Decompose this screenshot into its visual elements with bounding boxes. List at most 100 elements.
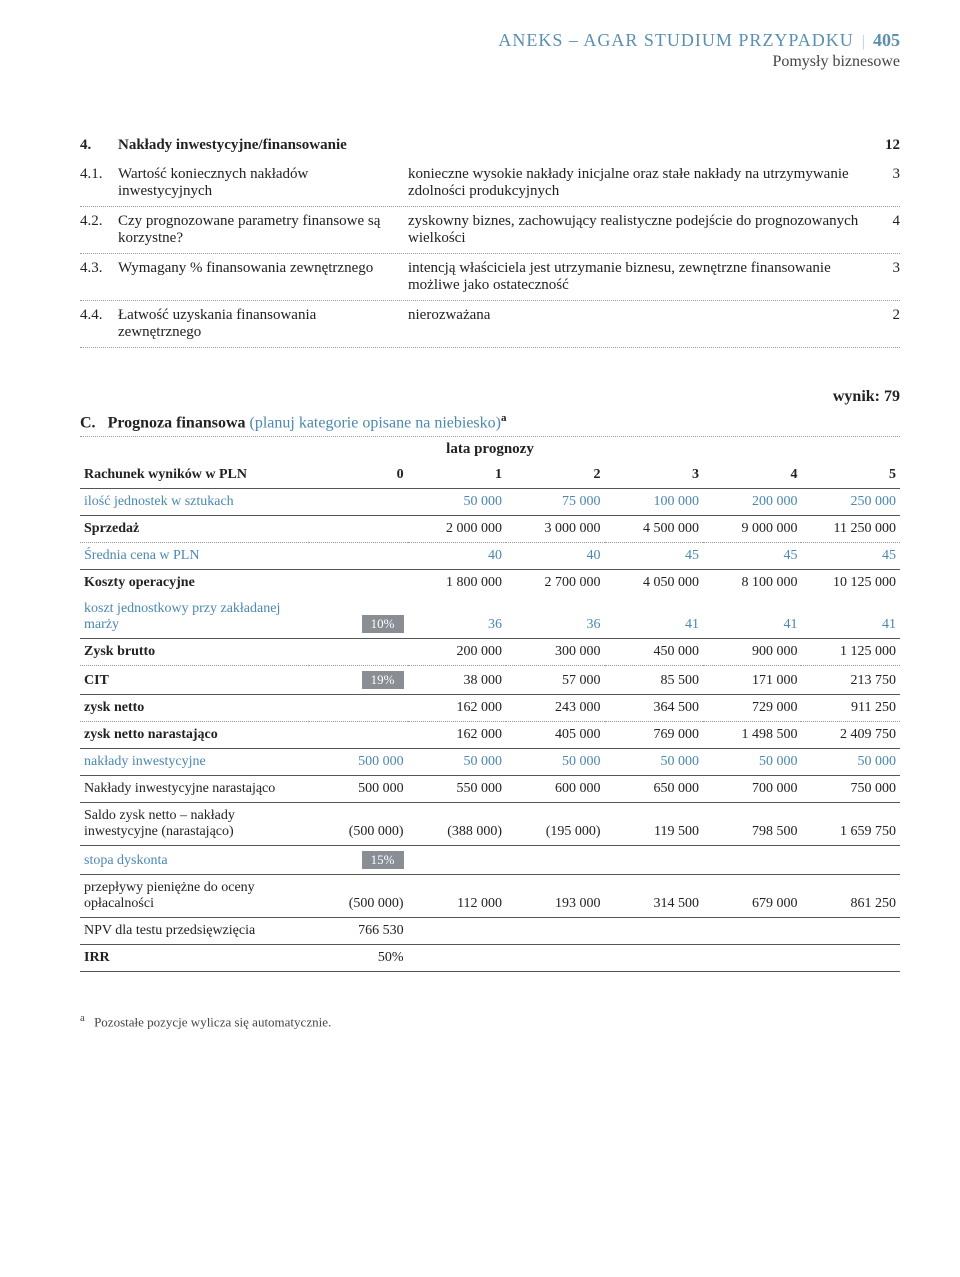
cell-1: 40 xyxy=(408,543,506,570)
cell-4 xyxy=(703,846,801,875)
row-label: stopa dyskonta xyxy=(80,846,309,875)
cell-3: 364 500 xyxy=(605,695,703,722)
cell-2 xyxy=(506,918,604,945)
cell-4: 900 000 xyxy=(703,639,801,666)
cell-5: 11 250 000 xyxy=(801,516,900,543)
section-c-prefix: C. xyxy=(80,414,96,431)
cell-3: 314 500 xyxy=(605,875,703,918)
section-4-row: 4.2.Czy prognozowane parametry finansowe… xyxy=(80,207,900,254)
cell-3: 119 500 xyxy=(605,803,703,846)
header-subtitle: Pomysły biznesowe xyxy=(80,53,900,71)
cell-3: 41 xyxy=(605,596,703,639)
row-label: NPV dla testu przedsięwzięcia xyxy=(80,918,309,945)
header-col-1: 1 xyxy=(408,462,506,489)
table-row: Zysk brutto200 000300 000450 000900 0001… xyxy=(80,639,900,666)
row-label: zysk netto narastająco xyxy=(80,722,309,749)
cell-0 xyxy=(309,639,407,666)
table-row: ilość jednostek w sztukach50 00075 00010… xyxy=(80,489,900,516)
row-label: nakłady inwestycyjne xyxy=(80,749,309,776)
row-left: Wymagany % finansowania zewnętrznego xyxy=(118,260,408,277)
row-label: Średnia cena w PLN xyxy=(80,543,309,570)
cell-5: 911 250 xyxy=(801,695,900,722)
table-header-row: Rachunek wyników w PLN 0 1 2 3 4 5 xyxy=(80,462,900,489)
section-4-row: 4.3.Wymagany % finansowania zewnętrznego… xyxy=(80,254,900,301)
result-label: wynik: 79 xyxy=(80,388,900,406)
cell-2: 75 000 xyxy=(506,489,604,516)
header-col-4: 4 xyxy=(703,462,801,489)
row-label: Saldo zysk netto – nakłady inwestycyjne … xyxy=(80,803,309,846)
cell-2: 3 000 000 xyxy=(506,516,604,543)
cell-2: 600 000 xyxy=(506,776,604,803)
row-mid: intencją właściciela jest utrzymanie biz… xyxy=(408,260,870,294)
section-c-title: C. Prognoza finansowa (planuj kategorie … xyxy=(80,412,900,437)
row-left: Łatwość uzyskania finansowania zewnętrzn… xyxy=(118,307,408,341)
cell-0: (500 000) xyxy=(309,875,407,918)
section-4: 4. Nakłady inwestycyjne/finansowanie 12 … xyxy=(80,131,900,348)
row-label: przepływy pieniężne do oceny opłacalnośc… xyxy=(80,875,309,918)
section-4-heading: 4. Nakłady inwestycyjne/finansowanie 12 xyxy=(80,131,900,160)
cell-2: 36 xyxy=(506,596,604,639)
table-row: stopa dyskonta15% xyxy=(80,846,900,875)
header-label: Rachunek wyników w PLN xyxy=(80,462,309,489)
cell-1: 112 000 xyxy=(408,875,506,918)
cell-1: 50 000 xyxy=(408,489,506,516)
section-c-blue: (planuj kategorie opisane na niebiesko) xyxy=(250,414,501,431)
cell-1: 36 xyxy=(408,596,506,639)
cell-5 xyxy=(801,918,900,945)
cell-3: 50 000 xyxy=(605,749,703,776)
row-num: 4.3. xyxy=(80,260,118,277)
cell-4: 41 xyxy=(703,596,801,639)
cell-4 xyxy=(703,918,801,945)
cell-1 xyxy=(408,945,506,972)
cell-4: 729 000 xyxy=(703,695,801,722)
section-4-num: 4. xyxy=(80,137,118,154)
row-score: 3 xyxy=(870,166,900,183)
cell-5: 861 250 xyxy=(801,875,900,918)
years-label: lata prognozy xyxy=(80,437,900,462)
table-row: Saldo zysk netto – nakłady inwestycyjne … xyxy=(80,803,900,846)
cell-3 xyxy=(605,918,703,945)
cell-5: 1 125 000 xyxy=(801,639,900,666)
cell-3: 85 500 xyxy=(605,666,703,695)
header-col-3: 3 xyxy=(605,462,703,489)
percent-badge: 10% xyxy=(362,615,404,633)
cell-5: 41 xyxy=(801,596,900,639)
cell-4: 798 500 xyxy=(703,803,801,846)
cell-5: 2 409 750 xyxy=(801,722,900,749)
cell-0: 766 530 xyxy=(309,918,407,945)
row-left: Czy prognozowane parametry finansowe są … xyxy=(118,213,408,247)
cell-3: 4 500 000 xyxy=(605,516,703,543)
cell-1: (388 000) xyxy=(408,803,506,846)
cell-3: 100 000 xyxy=(605,489,703,516)
table-row: nakłady inwestycyjne500 00050 00050 0005… xyxy=(80,749,900,776)
table-row: NPV dla testu przedsięwzięcia766 530 xyxy=(80,918,900,945)
cell-0 xyxy=(309,695,407,722)
table-row: Koszty operacyjne1 800 0002 700 0004 050… xyxy=(80,570,900,597)
cell-2 xyxy=(506,945,604,972)
cell-5 xyxy=(801,945,900,972)
table-row: koszt jednostkowy przy zakładanej marży1… xyxy=(80,596,900,639)
cell-0: 19% xyxy=(309,666,407,695)
row-score: 4 xyxy=(870,213,900,230)
section-4-title: Nakłady inwestycyjne/finansowanie xyxy=(118,137,870,154)
section-c: wynik: 79 C. Prognoza finansowa (planuj … xyxy=(80,388,900,972)
cell-0 xyxy=(309,570,407,597)
percent-badge: 19% xyxy=(362,671,404,689)
cell-4: 50 000 xyxy=(703,749,801,776)
cell-4: 679 000 xyxy=(703,875,801,918)
footnote: a Pozostałe pozycje wylicza się automaty… xyxy=(80,1012,900,1030)
cell-3: 769 000 xyxy=(605,722,703,749)
page-number: 405 xyxy=(873,30,900,50)
cell-2: 193 000 xyxy=(506,875,604,918)
cell-0 xyxy=(309,543,407,570)
cell-1 xyxy=(408,846,506,875)
cell-3: 45 xyxy=(605,543,703,570)
cell-0 xyxy=(309,516,407,543)
row-mid: konieczne wysokie nakłady inicjalne oraz… xyxy=(408,166,870,200)
row-num: 4.4. xyxy=(80,307,118,324)
footnote-text: Pozostałe pozycje wylicza się automatycz… xyxy=(94,1015,331,1030)
cell-2: 2 700 000 xyxy=(506,570,604,597)
cell-3: 650 000 xyxy=(605,776,703,803)
table-row: zysk netto narastająco162 000405 000769 … xyxy=(80,722,900,749)
cell-5: 250 000 xyxy=(801,489,900,516)
